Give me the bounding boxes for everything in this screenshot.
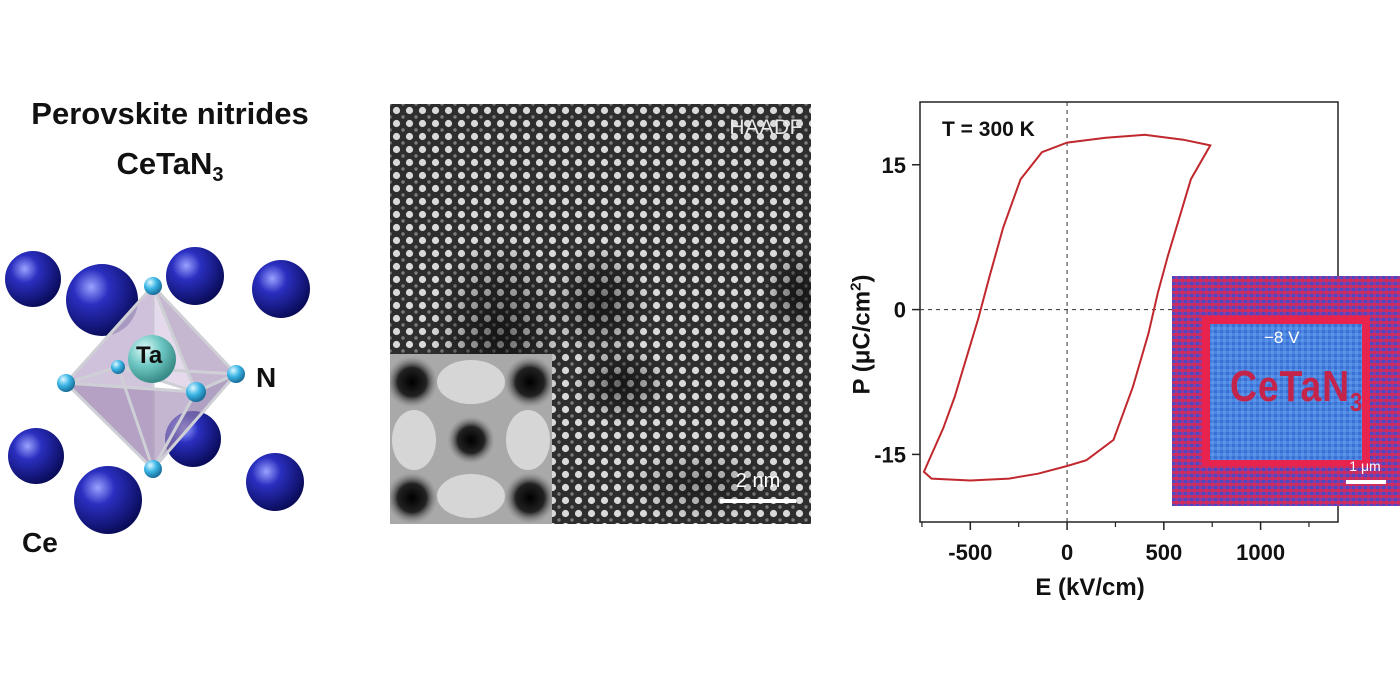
n-label: N [256,362,277,393]
x-tick-label: 500 [1145,540,1182,565]
pfm-inset-image: −8 V CeTaN3 1 μm [1172,276,1400,506]
ta-label: Ta [136,342,163,369]
formula-title: CeTaN3 [116,146,224,187]
temperature-annotation: T = 300 K [942,118,1035,141]
scale-bar [720,499,796,503]
x-axis-label: E (kV/cm) [1035,574,1145,601]
ce-atom [246,453,304,511]
x-tick-label: -500 [948,540,992,565]
y-tick-label: 15 [882,153,906,178]
pfm-scale-bar [1346,480,1386,484]
x-tick-label: 1000 [1236,540,1285,565]
x-tick-label: 0 [1061,540,1073,565]
ce-atom [166,247,224,305]
ce-atom [66,264,138,336]
pfm-written-pattern: CeTaN3 [1230,362,1364,417]
n-atoms [57,277,245,478]
y-tick-label: -15 [874,442,906,467]
ce-atom [5,251,61,307]
simulated-inset [390,354,556,524]
hysteresis-chart: -500 0 500 1000 -15 0 15 P (μC/cm2) E (kV/cm) … [830,80,1400,620]
pfm-scale-label: 1 μm [1349,458,1381,474]
crystal-structure-panel: Perovskite nitrides CeTaN3 [0,80,340,600]
pfm-voltage-label: −8 V [1264,328,1300,347]
y-tick-label: 0 [894,298,906,323]
panel-title: Perovskite nitrides [31,96,309,131]
ce-atom [74,466,142,534]
ce-atom [8,428,64,484]
ta-atom [128,335,176,383]
y-axis-label: P (μC/cm2) [847,274,876,395]
ce-label: Ce [22,527,58,558]
hysteresis-loop [922,133,1212,482]
haadf-label: HAADF [729,116,803,139]
scale-bar-label: 2 nm [735,470,781,492]
ce-atoms [5,247,310,534]
ce-atom [252,260,310,318]
octahedron-diagram [5,247,310,534]
haadf-image: HAADF 2 nm [390,104,811,524]
